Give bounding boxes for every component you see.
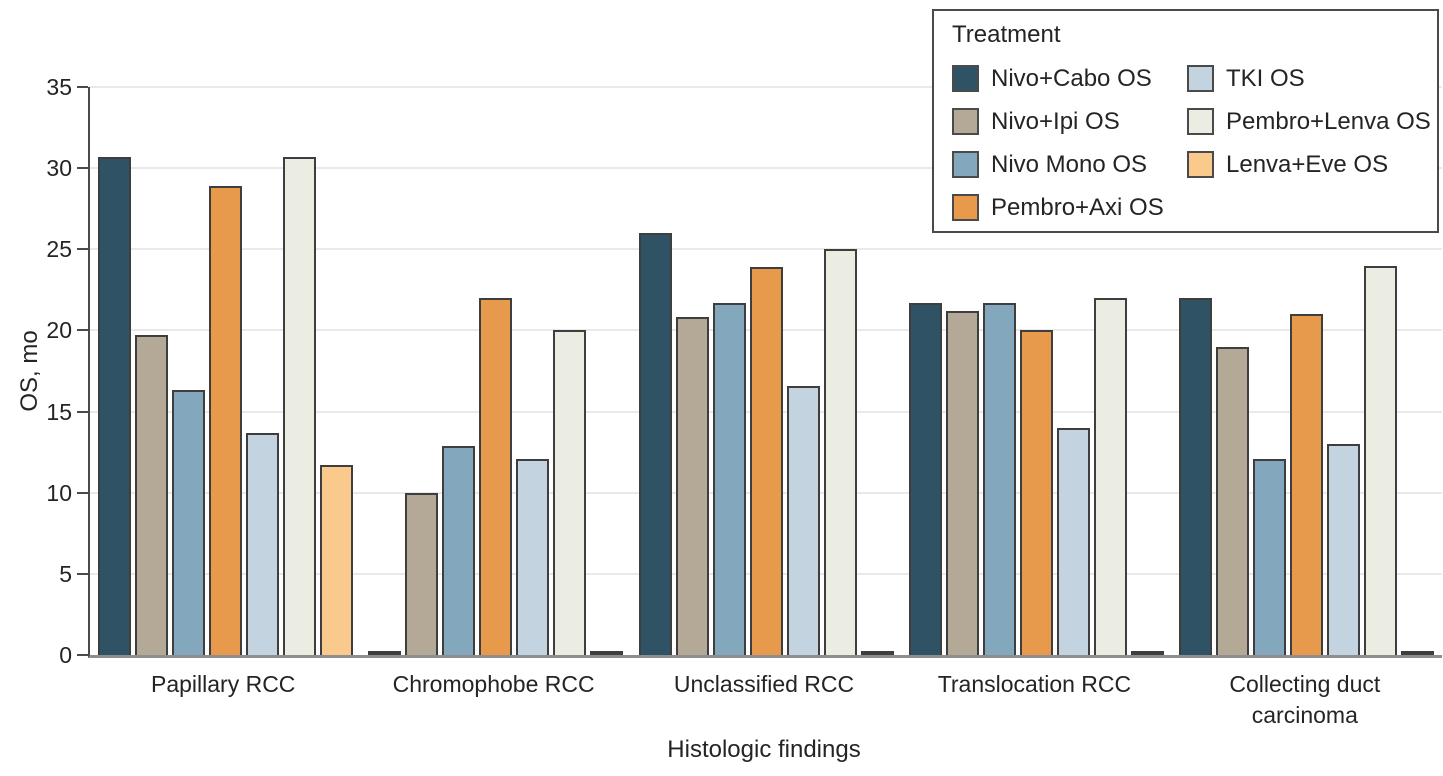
y-tick-label-10: 10 <box>46 479 72 506</box>
legend-swatch-icon-pembro-lenva-os <box>1187 108 1214 135</box>
legend-swatch-icon-lenva-eve-os <box>1187 151 1214 178</box>
legend-swatch-icon-nivo-ipi-os <box>952 108 979 135</box>
y-tick-label-35: 35 <box>46 74 72 100</box>
bar-nivo-cabo-os-chromophobe-rcc <box>368 651 402 655</box>
legend-label-nivo-ipi-os: Nivo+Ipi OS <box>991 107 1120 135</box>
gridline-y-30 <box>90 167 1442 170</box>
legend-title: Treatment <box>952 21 1061 48</box>
group-unclassified-rcc <box>631 87 901 655</box>
bar-pembro-axi-os-chromophobe-rcc <box>479 297 513 655</box>
group-chromophobe-rcc <box>360 87 630 655</box>
bar-lenva-eve-os-collecting-duct-carcinoma <box>1401 651 1435 655</box>
legend-item-nivo-cabo-os: Nivo+Cabo OS <box>952 65 1187 93</box>
legend-item-tki-os: TKI OS <box>1187 65 1437 93</box>
bar-lenva-eve-os-papillary-rcc <box>319 465 353 655</box>
x-category-label-chromophobe-rcc: Chromophobe RCC <box>358 669 628 731</box>
x-category-label-translocation-rcc: Translocation RCC <box>899 669 1169 731</box>
bar-tki-os-chromophobe-rcc <box>516 458 550 655</box>
group-collecting-duct-carcinoma <box>1172 87 1442 655</box>
y-tick-15 <box>77 410 88 413</box>
bar-tki-os-collecting-duct-carcinoma <box>1327 444 1361 655</box>
bar-nivo-cabo-os-papillary-rcc <box>97 156 131 655</box>
bar-nivo-mono-os-collecting-duct-carcinoma <box>1253 458 1287 655</box>
legend: Treatment Nivo+Cabo OS Nivo+Ipi OS Nivo Mo… <box>932 9 1439 233</box>
plot-area: 0 5 10 15 20 25 30 35 <box>46 74 1442 668</box>
legend-label-pembro-axi-os: Pembro+Axi OS <box>991 193 1164 221</box>
bar-lenva-eve-os-chromophobe-rcc <box>590 651 624 655</box>
legend-items: Nivo+Cabo OS Nivo+Ipi OS Nivo Mono OS Pembr… <box>952 57 1437 229</box>
bar-nivo-ipi-os-unclassified-rcc <box>675 317 709 655</box>
x-category-label-text: Papillary RCC <box>150 671 296 697</box>
bar-tki-os-papillary-rcc <box>245 432 279 655</box>
gridline-y-35 <box>90 86 1442 88</box>
y-tick-30 <box>77 167 88 170</box>
bar-nivo-cabo-os-unclassified-rcc <box>638 233 672 655</box>
bar-nivo-cabo-os-translocation-rcc <box>908 302 942 655</box>
x-category-label-text: Chromophobe RCC <box>392 671 595 697</box>
gridline-y-25 <box>90 248 1442 251</box>
x-category-label-collecting-duct-carcinoma: Collecting duct carcinoma <box>1170 669 1440 731</box>
bar-nivo-mono-os-translocation-rcc <box>982 302 1016 655</box>
y-tick-0 <box>77 654 88 656</box>
bar-pembro-axi-os-collecting-duct-carcinoma <box>1290 314 1324 655</box>
bar-pembro-lenva-os-translocation-rcc <box>1093 297 1127 655</box>
legend-swatch-icon-tki-os <box>1187 65 1214 92</box>
x-category-label-papillary-rcc: Papillary RCC <box>88 669 358 731</box>
legend-item-nivo-mono-os: Nivo Mono OS <box>952 151 1187 179</box>
y-tick-label-20: 20 <box>46 317 72 344</box>
bar-nivo-mono-os-papillary-rcc <box>171 390 205 655</box>
legend-swatch-icon-nivo-mono-os <box>952 151 979 178</box>
bar-pembro-lenva-os-papillary-rcc <box>282 156 316 655</box>
legend-item-nivo-ipi-os: Nivo+Ipi OS <box>952 108 1187 136</box>
bar-pembro-axi-os-unclassified-rcc <box>749 267 783 655</box>
bar-pembro-axi-os-translocation-rcc <box>1019 330 1053 655</box>
bar-tki-os-unclassified-rcc <box>786 385 820 655</box>
group-translocation-rcc <box>901 87 1171 655</box>
legend-label-nivo-cabo-os: Nivo+Cabo OS <box>991 64 1152 92</box>
x-category-label-text: Translocation RCC <box>937 671 1132 697</box>
bar-nivo-mono-os-unclassified-rcc <box>712 302 746 655</box>
legend-label-tki-os: TKI OS <box>1226 64 1305 92</box>
x-category-label-text: Collecting duct carcinoma <box>1229 671 1381 728</box>
y-tick-label-5: 5 <box>59 560 72 587</box>
legend-label-pembro-lenva-os: Pembro+Lenva OS <box>1226 107 1431 135</box>
y-tick-label-0: 0 <box>59 642 72 668</box>
y-tick-25 <box>77 248 88 251</box>
group-papillary-rcc <box>90 87 360 655</box>
bar-nivo-ipi-os-papillary-rcc <box>134 335 168 655</box>
y-tick-5 <box>77 572 88 575</box>
y-tick-label-15: 15 <box>46 398 72 425</box>
legend-label-lenva-eve-os: Lenva+Eve OS <box>1226 150 1389 178</box>
bar-nivo-ipi-os-translocation-rcc <box>945 310 979 655</box>
bar-nivo-mono-os-chromophobe-rcc <box>442 445 476 655</box>
legend-item-lenva-eve-os: Lenva+Eve OS <box>1187 151 1437 179</box>
bar-lenva-eve-os-translocation-rcc <box>1130 651 1164 655</box>
y-tick-35 <box>77 86 88 88</box>
bar-pembro-lenva-os-chromophobe-rcc <box>553 330 587 655</box>
legend-item-pembro-lenva-os: Pembro+Lenva OS <box>1187 108 1437 136</box>
x-axis-category-labels: Papillary RCC Chromophobe RCC Unclassified… <box>88 669 1440 731</box>
bar-nivo-cabo-os-collecting-duct-carcinoma <box>1179 297 1213 655</box>
y-tick-label-30: 30 <box>46 155 72 182</box>
x-category-label-unclassified-rcc: Unclassified RCC <box>629 669 899 731</box>
y-tick-20 <box>77 329 88 332</box>
bar-tki-os-translocation-rcc <box>1056 427 1090 655</box>
bar-lenva-eve-os-unclassified-rcc <box>860 651 894 655</box>
legend-swatch-icon-pembro-axi-os <box>952 194 979 221</box>
bar-nivo-ipi-os-collecting-duct-carcinoma <box>1216 346 1250 655</box>
bar-nivo-ipi-os-chromophobe-rcc <box>405 492 439 655</box>
bar-groups <box>90 87 1442 655</box>
legend-swatch-icon-nivo-cabo-os <box>952 65 979 92</box>
bar-pembro-lenva-os-unclassified-rcc <box>823 249 857 655</box>
y-tick-label-25: 25 <box>46 236 72 263</box>
x-category-label-text: Unclassified RCC <box>673 671 855 697</box>
legend-label-nivo-mono-os: Nivo Mono OS <box>991 150 1148 178</box>
legend-item-pembro-axi-os: Pembro+Axi OS <box>952 194 1187 222</box>
y-tick-10 <box>77 491 88 494</box>
bar-pembro-axi-os-papillary-rcc <box>208 186 242 655</box>
x-axis-title: Histologic findings <box>667 736 861 763</box>
bar-pembro-lenva-os-collecting-duct-carcinoma <box>1364 265 1398 655</box>
